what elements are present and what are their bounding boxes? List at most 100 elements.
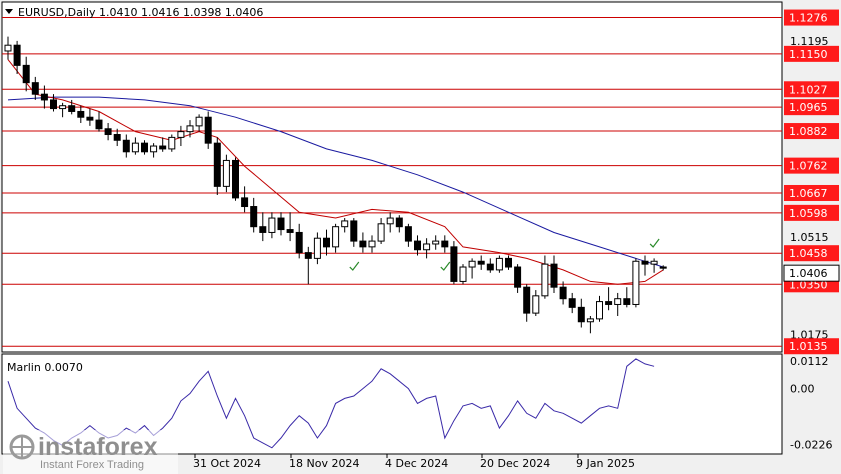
candle-body-up <box>222 159 230 187</box>
candle[interactable] <box>659 265 667 271</box>
candle[interactable] <box>505 255 512 270</box>
candle-body-down <box>450 246 458 282</box>
candle[interactable] <box>377 218 385 244</box>
candle-body-down <box>241 197 249 208</box>
candle-body-down <box>31 82 39 95</box>
candle-body-down <box>477 260 485 265</box>
candle-body-down <box>77 110 85 118</box>
candle[interactable] <box>404 223 412 247</box>
candle[interactable] <box>441 235 449 253</box>
candle[interactable] <box>277 212 285 236</box>
candle[interactable] <box>113 128 121 147</box>
candle[interactable] <box>650 258 658 273</box>
candle[interactable] <box>13 40 21 75</box>
candle[interactable] <box>386 212 394 233</box>
candle[interactable] <box>204 111 212 149</box>
candle[interactable] <box>550 255 558 293</box>
candle[interactable] <box>59 102 67 118</box>
candle[interactable] <box>168 134 176 152</box>
candle-body-down <box>641 260 649 265</box>
candle[interactable] <box>432 235 440 250</box>
level-label-box <box>784 204 839 221</box>
candle[interactable] <box>486 258 494 273</box>
candle[interactable] <box>350 218 358 247</box>
candle[interactable] <box>632 258 640 308</box>
candle[interactable] <box>304 246 312 285</box>
candle[interactable] <box>131 137 139 155</box>
candle[interactable] <box>532 290 540 316</box>
candle[interactable] <box>177 125 185 147</box>
candle[interactable] <box>323 229 330 256</box>
candle[interactable] <box>623 287 631 308</box>
candle[interactable] <box>614 292 622 316</box>
candle[interactable] <box>222 154 230 193</box>
candle-body-up <box>386 217 394 225</box>
candle[interactable] <box>313 232 321 265</box>
candle[interactable] <box>641 255 649 276</box>
collapse-triangle-icon[interactable] <box>5 9 13 14</box>
candle[interactable] <box>40 85 48 109</box>
candle[interactable] <box>514 264 522 293</box>
candle[interactable] <box>68 99 76 115</box>
candle-body-down <box>68 105 76 112</box>
candle[interactable] <box>368 235 376 253</box>
slow-moving-average-line <box>7 96 664 268</box>
candle[interactable] <box>50 94 57 112</box>
candle-body-up <box>131 142 139 153</box>
candle[interactable] <box>359 232 367 253</box>
candle[interactable] <box>495 255 503 273</box>
candle[interactable] <box>477 255 485 270</box>
candle[interactable] <box>195 114 203 132</box>
time-tick-label: 18 Nov 2024 <box>289 457 359 470</box>
candle[interactable] <box>341 218 349 233</box>
candle[interactable] <box>22 56 30 92</box>
candle-body-up <box>423 243 431 251</box>
level-label-box <box>784 157 839 174</box>
candle-body-up <box>268 217 276 233</box>
candle[interactable] <box>577 298 585 328</box>
price-panel[interactable] <box>1 1 783 353</box>
candle[interactable] <box>241 186 249 213</box>
candle[interactable] <box>86 108 94 126</box>
candle[interactable] <box>232 157 239 201</box>
candle[interactable] <box>4 36 12 60</box>
candle[interactable] <box>268 212 276 239</box>
candle[interactable] <box>104 122 112 141</box>
candle[interactable] <box>414 235 421 256</box>
candle[interactable] <box>31 76 39 100</box>
candle-body-down <box>22 64 30 84</box>
oscillator-tick-label: 0.0112 <box>790 355 829 368</box>
candle[interactable] <box>586 315 594 334</box>
candle[interactable] <box>250 197 258 233</box>
candle[interactable] <box>541 255 549 299</box>
candle[interactable] <box>559 281 567 305</box>
candle[interactable] <box>286 212 294 242</box>
candle[interactable] <box>468 258 476 279</box>
candle[interactable] <box>122 134 130 158</box>
candle[interactable] <box>95 111 103 132</box>
candle[interactable] <box>423 238 431 259</box>
candle[interactable] <box>77 105 85 123</box>
candle-body-down <box>659 266 667 269</box>
candle[interactable] <box>186 120 194 138</box>
candle-body-up <box>596 301 603 320</box>
candle[interactable] <box>295 223 303 259</box>
candle[interactable] <box>459 264 467 285</box>
candle[interactable] <box>332 223 340 253</box>
candle[interactable] <box>259 212 267 242</box>
candle[interactable] <box>596 295 603 322</box>
candle[interactable] <box>568 292 576 314</box>
candle[interactable] <box>159 137 167 152</box>
candle[interactable] <box>141 140 148 155</box>
candle[interactable] <box>213 137 221 196</box>
level-label: 1.0458 <box>789 247 828 260</box>
candle[interactable] <box>523 284 531 322</box>
candle[interactable] <box>605 287 613 311</box>
level-label-box <box>784 9 839 26</box>
candle[interactable] <box>395 215 403 233</box>
candle[interactable] <box>150 143 158 158</box>
candle-body-up <box>368 240 376 248</box>
level-label-box <box>784 338 839 355</box>
candle[interactable] <box>450 241 458 285</box>
